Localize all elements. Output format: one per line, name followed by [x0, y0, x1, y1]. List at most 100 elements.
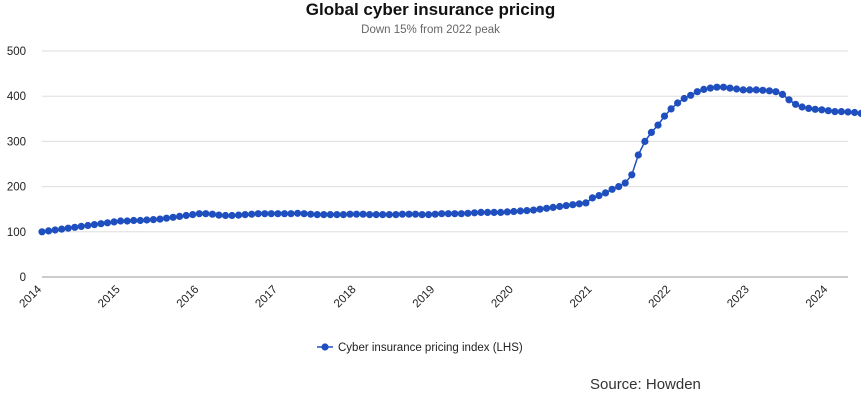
chart-title: Global cyber insurance pricing: [305, 0, 556, 19]
data-point: [824, 107, 832, 115]
data-point: [195, 210, 203, 218]
y-tick-label-300: 300: [7, 136, 26, 148]
data-point: [523, 207, 531, 215]
data-point: [71, 223, 79, 231]
data-point: [162, 214, 171, 222]
data-point: [680, 94, 688, 103]
data-point: [339, 211, 347, 219]
data-point: [189, 211, 197, 219]
data-point: [444, 210, 452, 218]
data-point: [123, 217, 131, 225]
data-point: [713, 83, 721, 91]
data-point: [805, 104, 813, 112]
data-point: [837, 108, 846, 116]
data-point: [739, 86, 747, 94]
x-tick-label-2024: 2024: [804, 283, 831, 310]
data-point: [470, 209, 479, 217]
data-point: [97, 220, 105, 228]
data-point: [772, 88, 780, 96]
data-point: [451, 210, 459, 218]
data-point: [228, 211, 236, 220]
data-point: [313, 211, 321, 219]
data-point: [549, 203, 557, 211]
data-point: [647, 128, 656, 136]
data-point: [811, 105, 819, 113]
data-point: [529, 206, 538, 214]
data-point: [569, 201, 577, 209]
x-axis-ticks: 2014 2015 2016 2017 2018 2019 2020 2021 2022 2023…: [18, 283, 831, 310]
data-point: [287, 210, 295, 218]
legend-marker: [321, 343, 329, 351]
series-group: [38, 83, 861, 236]
data-point: [608, 185, 616, 193]
data-point: [425, 211, 433, 219]
data-point: [726, 84, 734, 92]
data-point: [516, 207, 525, 215]
data-point: [759, 86, 767, 94]
legend[interactable]: Cyber insurance pricing index (LHS): [317, 342, 523, 354]
data-point: [149, 216, 157, 224]
data-point: [51, 226, 59, 234]
data-point: [38, 228, 46, 236]
data-point: [248, 210, 256, 218]
data-point: [733, 85, 741, 93]
data-point: [490, 208, 498, 216]
data-point: [562, 202, 570, 210]
y-tick-label-0: 0: [20, 272, 26, 284]
data-point: [615, 183, 623, 191]
x-tick-label-2016: 2016: [175, 284, 202, 311]
x-tick-label-2018: 2018: [332, 284, 359, 311]
data-point: [503, 208, 511, 216]
data-point: [798, 103, 806, 111]
x-tick-label-2015: 2015: [96, 284, 123, 311]
data-point: [274, 210, 282, 218]
data-point: [464, 209, 472, 217]
data-point: [674, 99, 682, 107]
data-point: [667, 105, 675, 113]
gridlines: [42, 50, 848, 278]
data-point: [484, 208, 492, 216]
data-point: [372, 211, 380, 219]
data-point: [320, 211, 328, 219]
data-point: [641, 137, 649, 145]
data-point: [660, 112, 669, 120]
data-point: [294, 209, 302, 217]
data-point: [411, 210, 420, 218]
data-point: [477, 208, 485, 216]
y-axis-ticks: 0 100 200 300 400 500: [7, 46, 26, 284]
y-tick-label-400: 400: [7, 91, 26, 103]
x-tick-label-2020: 2020: [489, 284, 516, 311]
data-point: [326, 211, 334, 219]
data-point: [595, 192, 603, 200]
data-point: [379, 211, 387, 219]
data-point: [752, 86, 760, 94]
data-point: [136, 216, 144, 225]
data-point: [221, 211, 230, 220]
data-point: [621, 179, 629, 187]
data-point: [831, 108, 839, 116]
data-point: [654, 121, 662, 129]
data-point: [359, 210, 367, 218]
data-point: [536, 205, 544, 213]
data-point: [706, 84, 715, 92]
data-point: [130, 216, 138, 225]
y-tick-label-100: 100: [7, 227, 26, 239]
data-point: [254, 210, 262, 218]
data-point: [392, 211, 400, 219]
data-point: [687, 91, 695, 99]
data-point: [418, 211, 426, 219]
data-point: [575, 200, 583, 208]
data-point: [84, 221, 92, 230]
data-point: [261, 210, 269, 218]
data-point: [778, 90, 787, 98]
data-point: [45, 227, 53, 235]
data-point: [851, 108, 859, 117]
data-point: [169, 213, 177, 221]
data-point: [110, 218, 118, 226]
series-line-0: [41, 86, 861, 233]
data-point: [64, 224, 72, 232]
data-point: [588, 194, 597, 202]
x-tick-label-2021: 2021: [568, 284, 595, 311]
data-point: [634, 151, 642, 159]
chart-subtitle: Down 15% from 2022 peak: [361, 24, 500, 36]
